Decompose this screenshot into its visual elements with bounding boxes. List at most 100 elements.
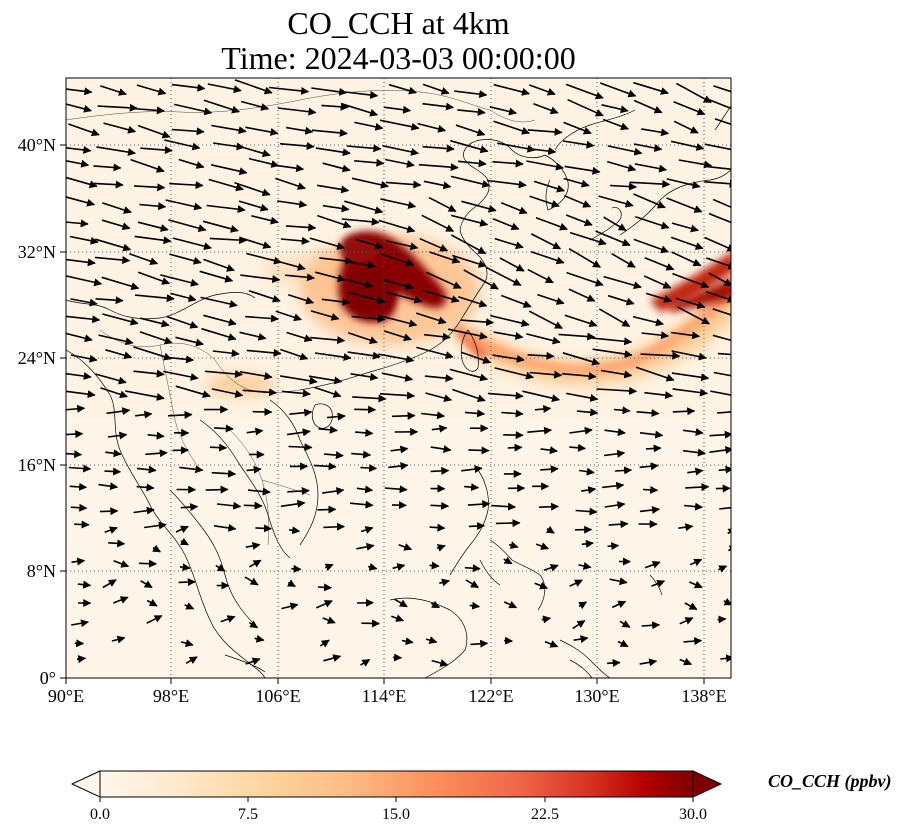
wind-arrow — [175, 336, 204, 347]
wind-arrow — [607, 145, 643, 156]
wind-arrow — [415, 312, 447, 325]
wind-arrow — [280, 236, 310, 245]
gridlines — [66, 78, 731, 678]
wind-arrow — [601, 104, 629, 114]
wind-arrow — [719, 503, 731, 512]
wind-arrow — [486, 179, 527, 189]
wind-arrow — [310, 310, 340, 321]
wind-arrow — [136, 483, 155, 492]
wind-arrow — [239, 371, 273, 380]
colorbar-extend-min — [70, 770, 101, 798]
wind-arrow — [245, 126, 279, 136]
wind-arrow — [644, 391, 674, 400]
wind-arrow — [391, 501, 407, 510]
wind-arrow — [168, 219, 207, 233]
wind-arrow — [672, 407, 696, 416]
wind-arrow — [614, 466, 633, 475]
wind-arrow — [281, 389, 311, 398]
wind-arrow — [113, 596, 129, 604]
wind-arrow — [501, 409, 524, 418]
wind-arrow — [439, 578, 450, 587]
wind-arrow — [94, 256, 131, 264]
wind-arrow — [717, 352, 731, 356]
wind-arrow — [712, 198, 731, 212]
wind-arrow — [639, 462, 659, 471]
wind-arrow — [240, 237, 272, 249]
wind-arrow — [367, 563, 378, 571]
wind-arrow — [504, 636, 513, 645]
colorbar-tick-30: 30.0 — [679, 806, 707, 823]
wind-arrow — [383, 105, 412, 114]
wind-arrow — [286, 428, 311, 437]
wind-arrow — [95, 373, 127, 385]
wind-arrow — [500, 202, 528, 215]
wind-arrow — [386, 240, 419, 251]
wind-arrow — [672, 388, 708, 397]
wind-arrow — [317, 505, 337, 514]
wind-arrow — [679, 617, 694, 625]
lon-label-90e: 90°E — [47, 686, 85, 706]
wind-arrow — [355, 238, 384, 250]
wind-arrow — [607, 294, 635, 306]
wind-arrow — [561, 372, 597, 381]
wind-arrow — [169, 181, 204, 190]
wind-arrow — [641, 128, 670, 137]
wind-arrow — [528, 310, 563, 330]
wind-arrow — [277, 200, 308, 209]
wind-arrow — [527, 426, 552, 435]
wind-arrow — [93, 163, 122, 172]
wind-arrow — [391, 614, 405, 622]
wind-arrow — [710, 390, 731, 396]
wind-arrow — [66, 87, 93, 96]
wind-arrow — [727, 527, 731, 536]
wind-arrow — [457, 296, 488, 308]
wind-arrow — [245, 657, 261, 666]
wind-arrow — [102, 579, 117, 589]
wind-arrow — [179, 537, 189, 546]
wind-arrow — [100, 387, 128, 399]
wind-arrow — [431, 659, 449, 667]
wind-arrow — [103, 122, 137, 134]
wind-arrow — [344, 200, 384, 214]
wind-arrow — [245, 541, 261, 550]
wind-arrow — [280, 499, 306, 508]
colorbar-tick-0: 0.0 — [90, 806, 110, 823]
wind-arrow — [460, 318, 495, 327]
wind-arrow — [425, 636, 438, 644]
wind-arrow — [378, 314, 418, 328]
wind-arrow — [315, 600, 333, 609]
wind-arrow — [608, 520, 629, 529]
wind-arrow — [138, 559, 157, 568]
wind-arrow — [567, 98, 604, 117]
map-area — [66, 78, 731, 678]
wind-arrow — [530, 233, 562, 250]
wind-arrow — [134, 183, 166, 192]
wind-arrow — [179, 563, 191, 572]
wind-arrow — [388, 83, 417, 95]
wind-arrow — [450, 214, 489, 227]
concentration-field — [205, 231, 731, 397]
wind-arrow — [463, 269, 499, 290]
wind-arrow — [537, 293, 565, 305]
wind-arrow — [636, 409, 660, 418]
colorbar-extend-max — [692, 770, 723, 798]
wind-arrow — [210, 164, 248, 176]
wind-arrow — [644, 256, 675, 271]
wind-arrow — [639, 506, 660, 514]
wind-arrow — [392, 563, 406, 571]
wind-arrow — [69, 482, 88, 491]
wind-arrow — [163, 370, 199, 381]
wind-arrow — [200, 296, 238, 308]
wind-arrow — [211, 124, 247, 135]
wind-arrow — [422, 144, 455, 153]
wind-arrow — [592, 348, 633, 358]
wind-arrow — [526, 160, 564, 171]
wind-arrow — [426, 271, 462, 289]
wind-arrow — [465, 579, 479, 589]
wind-arrow — [672, 272, 710, 289]
wind-arrow — [288, 526, 301, 535]
wind-arrow — [507, 443, 523, 452]
wind-arrow — [203, 314, 237, 327]
wind-arrow — [247, 487, 271, 496]
wind-arrow — [633, 238, 670, 254]
